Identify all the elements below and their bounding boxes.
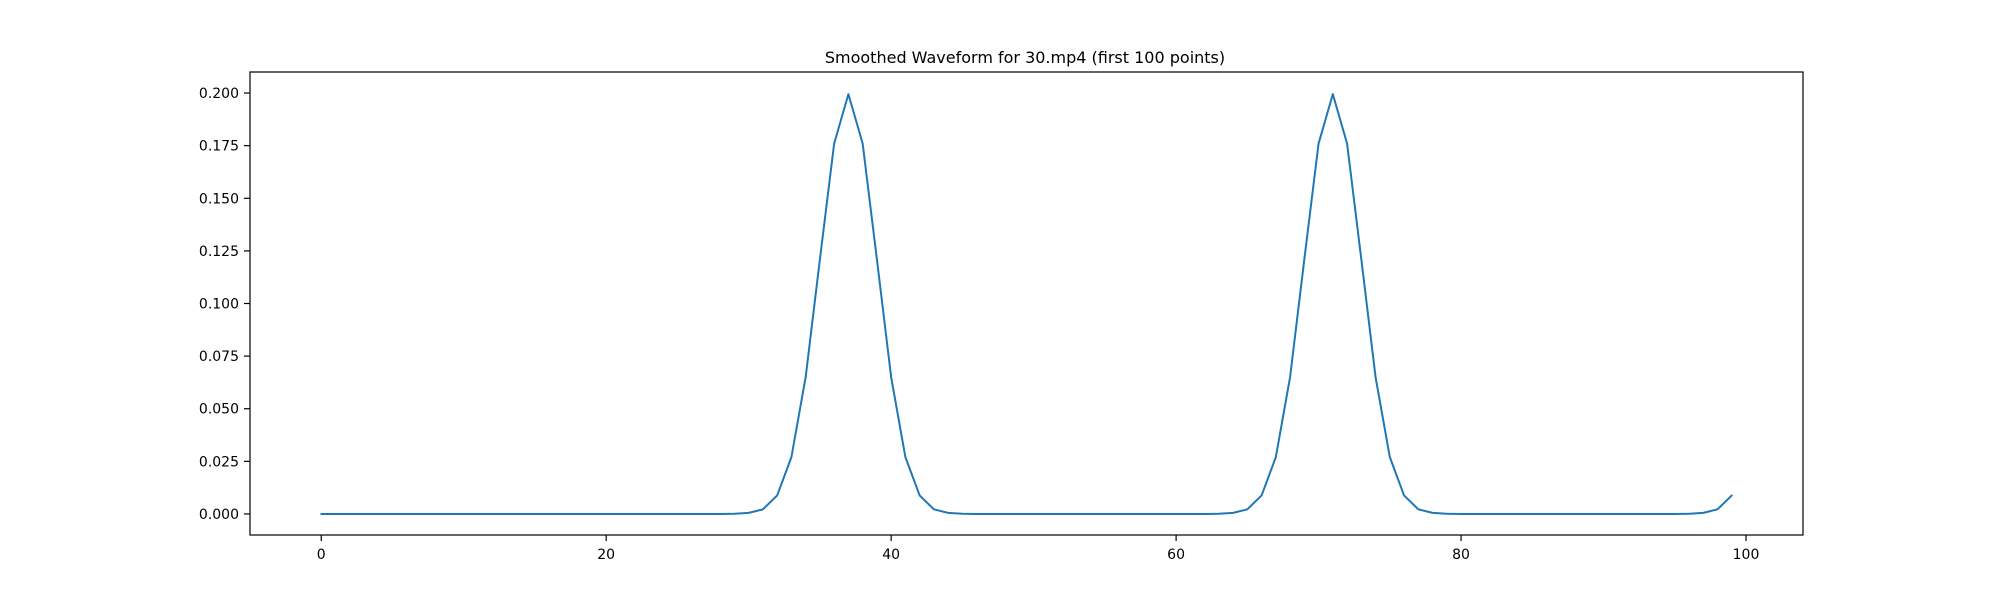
x-tick-label: 20 <box>597 547 615 563</box>
y-tick-label: 0.175 <box>199 139 239 155</box>
x-axis: 0 20 40 60 80 100 <box>317 535 1760 563</box>
axes-frame <box>249 71 1804 536</box>
y-tick-label: 0.000 <box>199 507 239 523</box>
x-tick-label: 40 <box>882 547 900 563</box>
y-tick-label: 0.025 <box>199 454 239 470</box>
y-tick-label: 0.150 <box>199 191 239 207</box>
waveform-line <box>320 93 1733 515</box>
chart-title: Smoothed Waveform for 30.mp4 (first 100 … <box>825 48 1225 67</box>
y-tick-label: 0.050 <box>199 402 239 418</box>
y-tick-label: 0.125 <box>199 244 239 260</box>
y-tick-label: 0.200 <box>199 86 239 102</box>
x-tick-label: 0 <box>317 547 326 563</box>
y-tick-label: 0.100 <box>199 297 239 313</box>
plot-area: 0 20 40 60 80 100 0.0000.0250.0500.0750.1000.… <box>199 71 1804 563</box>
x-tick-label: 100 <box>1733 547 1760 563</box>
x-tick-label: 60 <box>1167 547 1185 563</box>
x-tick-label: 80 <box>1452 547 1470 563</box>
y-tick-label: 0.075 <box>199 349 239 365</box>
y-axis: 0.000 0.025 0.050 0.075 0.100 0.125 0.150 0.175… <box>199 86 250 523</box>
